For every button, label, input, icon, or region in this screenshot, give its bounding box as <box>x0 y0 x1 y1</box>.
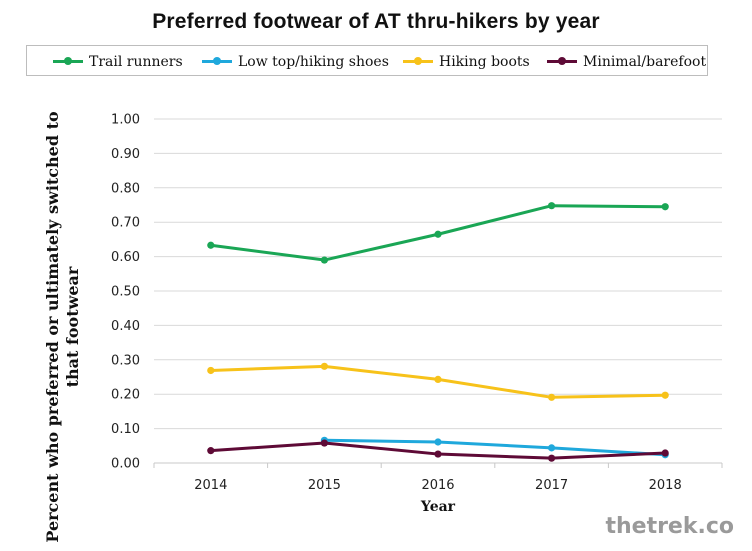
legend-marker <box>414 57 422 65</box>
legend-swatch <box>202 57 232 65</box>
x-axis-title: Year <box>420 499 456 515</box>
y-tick-label: 0.40 <box>111 319 140 334</box>
data-point-trail-runners <box>320 256 328 264</box>
legend-swatch <box>53 57 83 65</box>
data-point-trail-runners <box>434 230 442 238</box>
y-tick-label: 0.70 <box>111 216 140 231</box>
y-tick-label: 0.60 <box>111 250 140 265</box>
y-tick-label: 0.10 <box>111 422 140 437</box>
legend-marker <box>558 57 566 65</box>
data-point-hiking-boots <box>434 375 442 384</box>
watermark: thetrek.co <box>605 514 734 539</box>
y-axis-title-line: Percent who preferred or ultimately swit… <box>43 111 62 543</box>
y-tick-label: 1.00 <box>111 113 140 128</box>
data-point-hiking-boots <box>548 393 556 401</box>
legend-label: Low top/hiking shoes <box>238 53 389 70</box>
chart-title: Preferred footwear of AT thru-hikers by … <box>152 10 600 33</box>
y-tick-label: 0.20 <box>111 388 140 403</box>
data-point-minimal-barefoot <box>320 439 328 447</box>
data-point-hiking-boots <box>661 391 669 399</box>
x-tick-label: 2017 <box>535 478 568 493</box>
data-point-minimal-barefoot <box>434 450 442 458</box>
data-point-low-top-hiking-shoes <box>548 444 556 452</box>
data-point-trail-runners <box>548 202 556 210</box>
y-tick-label: 0.00 <box>111 457 140 472</box>
y-tick-label: 0.30 <box>111 353 140 368</box>
series-line-low-top-hiking-shoes <box>322 438 667 457</box>
x-tick-label: 2016 <box>421 478 454 493</box>
legend-item-trail-runners: Trail runners <box>53 46 183 77</box>
legend: Trail runners Low top/hiking shoes Hiking … <box>26 45 708 76</box>
y-tick-label: 0.80 <box>111 181 140 196</box>
x-tick-label: 2015 <box>308 478 341 493</box>
y-tick-label: 0.50 <box>111 285 140 300</box>
legend-swatch <box>547 57 577 65</box>
x-tick-label: 2014 <box>194 478 227 493</box>
legend-marker <box>213 57 221 65</box>
y-axis-title-line: that footwear <box>63 266 82 387</box>
data-point-minimal-barefoot <box>661 449 669 457</box>
legend-item-hiking-boots: Hiking boots <box>403 46 530 77</box>
data-point-minimal-barefoot <box>207 447 215 455</box>
data-point-low-top-hiking-shoes <box>434 438 442 446</box>
data-point-minimal-barefoot <box>548 454 556 462</box>
legend-item-low-top-hiking-shoes: Low top/hiking shoes <box>202 46 389 77</box>
legend-swatch <box>403 57 433 65</box>
y-axis-title: Percent who preferred or ultimately swit… <box>43 111 82 543</box>
legend-label: Hiking boots <box>439 53 530 70</box>
legend-label: Minimal/barefoot <box>583 53 707 70</box>
legend-item-minimal-barefoot: Minimal/barefoot <box>547 46 706 77</box>
data-point-trail-runners <box>207 241 215 249</box>
legend-marker <box>64 57 72 65</box>
data-point-hiking-boots <box>320 362 328 370</box>
x-tick-label: 2018 <box>649 478 682 493</box>
data-point-hiking-boots <box>207 366 215 375</box>
data-point-trail-runners <box>661 203 669 211</box>
legend-label: Trail runners <box>89 53 183 70</box>
y-tick-label: 0.90 <box>111 147 140 162</box>
